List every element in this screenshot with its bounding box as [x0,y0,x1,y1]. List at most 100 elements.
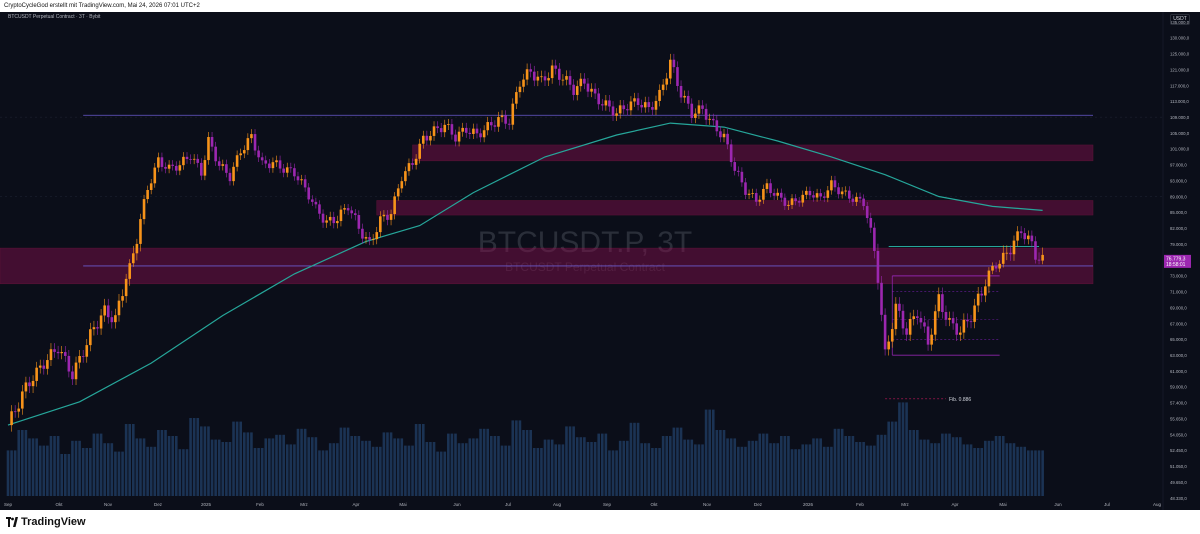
candle-156 [565,70,568,86]
volume-bar-113 [411,445,414,496]
symbol-legend[interactable]: BTCUSDT Perpetual Contract · 3T · Bybit [8,14,101,20]
candle-body-47 [174,165,178,171]
candle-body-251 [905,328,908,335]
last-price-tag: 76.779,3 18:58:01 [1164,254,1191,268]
volume-bar-279 [1005,443,1009,496]
candle-204 [737,166,740,177]
candle-body-139 [504,115,507,124]
volume-bar-219 [790,449,794,496]
price-chart[interactable]: BTCUSDT.P, 3T BTCUSDT Perpetual Contract… [0,12,1200,510]
candles[interactable] [10,53,1044,432]
candle-194 [701,100,704,115]
candle-195 [704,103,708,125]
candle-112 [407,158,411,176]
candle-189 [683,90,686,103]
candle-body-165 [597,93,600,105]
candle-body-109 [396,188,400,197]
volume-bar-136 [493,436,497,496]
candle-body-33 [124,278,128,297]
candle-body-238 [858,196,862,199]
y-tick-label-17: 82.000,0 [1170,226,1187,231]
volume-bar-23 [89,448,92,496]
candle-174 [629,96,633,116]
candle-body-213 [769,183,772,194]
volume-bar-93 [339,427,343,496]
candle-289 [1041,247,1044,265]
candle-28 [106,298,110,324]
candle-86 [314,197,318,209]
y-tick-label-23: 105.000,0 [1170,131,1190,136]
candle-41 [153,162,157,188]
volume-bar-117 [425,442,429,496]
candle-125 [454,129,457,147]
candle-160 [579,73,583,92]
candle-body-154 [558,68,561,80]
candle-body-87 [318,204,321,214]
candle-33 [124,273,128,303]
volume-bar-86 [314,437,318,496]
volume-bar-6 [28,438,31,496]
volume-bar-62 [228,442,232,496]
chart-panel[interactable]: BTCUSDT.P, 3T BTCUSDT Perpetual Contract… [0,12,1200,510]
candle-body-177 [640,104,643,108]
volume-bar-232 [837,428,840,496]
candle-231 [833,175,837,192]
candle-body-276 [994,265,998,269]
candle-147 [532,65,536,87]
candle-body-235 [848,190,851,199]
candle-body-280 [1009,252,1012,255]
volume-bar-140 [507,445,511,496]
volume-bar-217 [783,436,787,496]
volume-bar-3 [17,430,21,496]
volume-bar-207 [747,440,751,496]
candle-body-41 [153,167,157,184]
volume-bar-47 [174,436,178,496]
candle-246 [887,335,890,356]
x-tick-label-6: Mrz [300,502,308,507]
candle-body-193 [697,105,701,114]
candle-229 [826,186,830,203]
candle-body-56 [207,137,210,161]
volume-bar-220 [794,449,797,496]
currency-button[interactable]: USDT [1170,14,1190,25]
candle-body-26 [99,315,103,329]
volume-bar-153 [554,444,558,496]
resistance-zones [0,144,1094,285]
volume-bar-4 [21,430,24,496]
volume-bar-126 [457,443,461,496]
candle-body-59 [217,161,221,166]
candle-body-198 [715,120,719,132]
candle-154 [558,62,561,86]
candle-body-260 [937,294,941,312]
candle-137 [497,111,500,132]
volume-bar-129 [468,438,472,496]
volume-bar-81 [296,428,300,496]
x-tick-label-17: Feb [856,502,864,507]
candle-body-284 [1023,233,1027,240]
candle-136 [493,120,497,132]
candle-213 [769,178,772,198]
volume-bar-283 [1019,446,1023,496]
candle-body-150 [543,76,547,81]
candle-body-135 [490,122,493,126]
candle-body-160 [579,78,583,87]
volume-bar-14 [56,436,60,496]
volume-bar-161 [583,437,586,496]
candle-body-214 [772,193,776,196]
candle-88 [321,209,325,228]
candle-body-122 [443,124,447,133]
candle-258 [930,328,933,351]
candle-body-62 [228,172,232,182]
volume-bar-106 [386,432,389,496]
fib-label: Fib. 0.886 [949,397,971,403]
candle-body-86 [314,201,318,205]
candle-140 [507,118,511,130]
candle-body-22 [85,345,89,357]
candle-65 [239,148,242,160]
x-tick-label-5: Feb [256,502,264,507]
volume-bar-241 [869,445,873,496]
volume-bar-54 [200,426,203,496]
volume-bar-133 [482,428,486,496]
volume-bar-149 [540,448,543,496]
x-tick-label-13: Okt [650,502,658,507]
